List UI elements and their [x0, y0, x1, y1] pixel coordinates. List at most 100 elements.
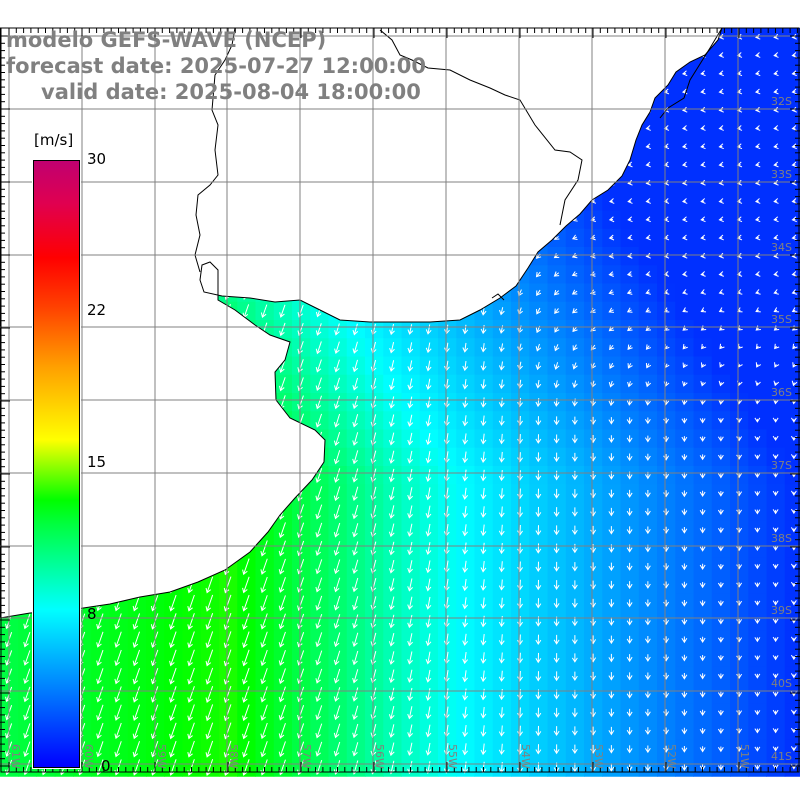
wind-arrow: [699, 581, 706, 589]
wind-arrow: [590, 653, 597, 663]
wind-arrow: [205, 594, 214, 612]
wind-arrow: [644, 654, 651, 662]
wind-arrow: [791, 179, 797, 186]
latitude-label: 37S: [771, 459, 792, 472]
wind-arrow: [754, 216, 761, 223]
wind-arrow: [663, 745, 670, 753]
wind-arrow: [388, 505, 395, 519]
wind-arrow: [645, 161, 651, 168]
wind-arrow: [644, 563, 651, 571]
wind-arrow: [571, 234, 578, 240]
wind-arrow: [681, 454, 688, 461]
wind-arrow: [718, 88, 724, 95]
wind-arrow: [498, 433, 505, 445]
wind-arrow: [772, 454, 779, 460]
wind-arrow: [535, 488, 542, 500]
wind-cell: [784, 320, 800, 339]
wind-arrow: [773, 143, 779, 150]
wind-arrow: [462, 761, 469, 774]
wind-arrow: [535, 506, 542, 518]
wind-arrow: [462, 633, 469, 646]
wind-arrow: [717, 655, 724, 662]
wind-arrow: [388, 468, 395, 483]
wind-arrow: [736, 618, 743, 625]
wind-arrow: [315, 723, 323, 739]
wind-arrow: [132, 613, 141, 630]
wind-arrow: [333, 577, 341, 593]
wind-arrow: [590, 671, 597, 681]
wind-arrow: [626, 617, 633, 626]
wind-arrow: [571, 434, 578, 444]
wind-cell: [784, 466, 800, 485]
wind-arrow: [681, 581, 688, 589]
wind-arrow: [627, 381, 633, 388]
wind-arrow: [718, 33, 724, 40]
wind-arrow: [699, 709, 706, 716]
wind-arrow: [663, 490, 670, 498]
wind-arrow: [425, 761, 432, 774]
wind-arrow: [681, 252, 688, 259]
longitude-label: 57W: [300, 744, 313, 769]
wind-arrow: [480, 506, 487, 518]
wind-arrow: [169, 631, 177, 649]
wind-arrow: [388, 705, 395, 720]
wind-arrow: [388, 578, 395, 592]
wind-arrow: [754, 417, 761, 423]
wind-arrow: [700, 252, 706, 259]
longitude-label: 56W: [373, 744, 386, 769]
wind-arrow: [260, 595, 268, 612]
wind-arrow: [792, 362, 798, 368]
wind-arrow: [699, 673, 706, 680]
wind-arrow: [608, 599, 615, 608]
wind-arrow: [754, 198, 761, 204]
wind-arrow: [462, 615, 469, 628]
wind-arrow: [352, 468, 359, 483]
wind-arrow: [407, 578, 413, 592]
wind-arrow: [590, 525, 597, 535]
wind-arrow: [553, 744, 560, 755]
wind-arrow: [333, 522, 341, 538]
wind-arrow: [535, 343, 542, 352]
wind-arrow: [700, 198, 706, 204]
wind-arrow: [681, 599, 688, 607]
wind-arrow: [278, 522, 286, 539]
wind-arrow: [278, 704, 286, 721]
wind-arrow: [352, 450, 359, 465]
wind-arrow: [626, 672, 633, 681]
wind-arrow: [754, 52, 761, 58]
wind-arrow: [315, 323, 322, 336]
wind-arrow: [517, 470, 523, 481]
wind-arrow: [736, 655, 743, 661]
wind-arrow: [407, 396, 414, 409]
wind-arrow: [699, 527, 706, 534]
wind-arrow: [717, 691, 724, 698]
wind-arrow: [754, 161, 761, 168]
wind-arrow: [754, 582, 761, 588]
wind-arrow: [754, 399, 761, 405]
wind-arrow: [772, 728, 779, 734]
wind-arrow: [480, 524, 487, 537]
wind-arrow: [517, 634, 523, 646]
wind-arrow: [223, 631, 232, 649]
wind-arrow: [790, 709, 797, 715]
wind-arrow: [132, 649, 141, 667]
wind-arrow: [187, 686, 195, 703]
wind-arrow: [590, 416, 597, 425]
wind-arrow: [772, 545, 779, 551]
wind-arrow: [498, 361, 505, 371]
wind-arrow: [608, 271, 614, 277]
wind-arrow: [388, 669, 395, 684]
wind-arrow: [644, 508, 651, 516]
wind-arrow: [425, 651, 432, 665]
wind-arrow: [791, 161, 797, 168]
wind-arrow: [315, 468, 323, 483]
wind-arrow: [553, 634, 560, 645]
wind-arrow: [187, 594, 195, 612]
wind-arrow: [278, 558, 286, 575]
forecast-date: forecast date: 2025-07-27 12:00:00: [6, 54, 426, 78]
wind-arrow: [462, 379, 469, 390]
wind-arrow: [297, 632, 305, 648]
wind-arrow: [223, 649, 232, 667]
wind-arrow: [791, 252, 797, 259]
wind-arrow: [699, 563, 706, 570]
